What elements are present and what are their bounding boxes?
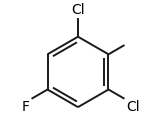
- Text: Cl: Cl: [71, 3, 85, 17]
- Text: Cl: Cl: [126, 100, 140, 114]
- Text: F: F: [22, 100, 30, 114]
